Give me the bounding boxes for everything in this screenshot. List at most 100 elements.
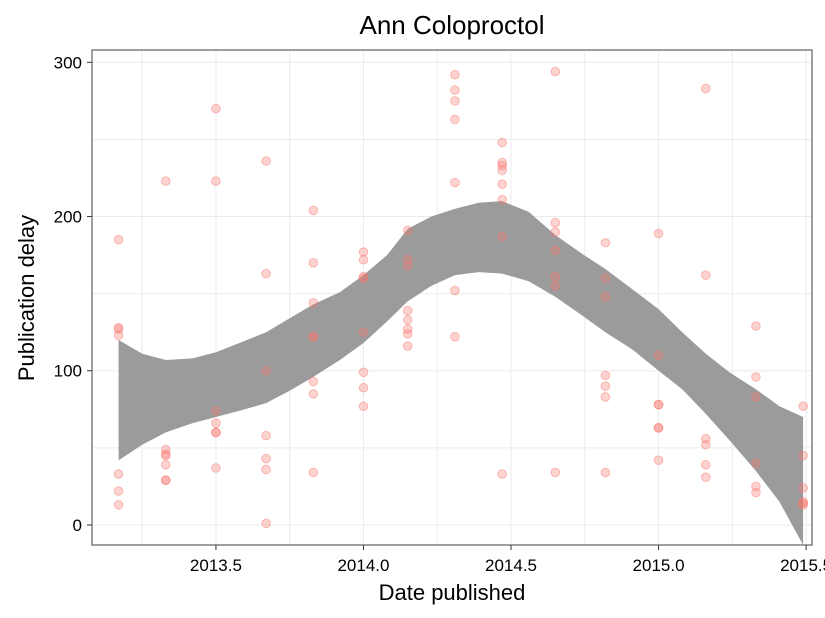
data-point — [261, 464, 271, 475]
panel-border — [91, 49, 813, 546]
data-point — [751, 481, 761, 492]
data-point — [450, 114, 460, 125]
data-point — [600, 370, 611, 381]
data-point — [160, 460, 171, 470]
data-point — [798, 500, 808, 510]
data-point — [497, 157, 507, 168]
data-point — [261, 268, 271, 279]
chart-title: Ann Coloproctol — [360, 10, 545, 40]
data-point — [113, 322, 124, 333]
data-point — [497, 179, 507, 189]
y-tick-label: 100 — [54, 362, 82, 381]
data-point — [600, 273, 611, 284]
data-point — [600, 237, 611, 248]
data-point — [261, 365, 271, 376]
data-point — [653, 399, 664, 410]
data-point — [550, 227, 561, 237]
data-point — [308, 376, 319, 387]
data-point — [261, 430, 271, 441]
data-point — [450, 177, 460, 188]
data-point — [450, 285, 460, 296]
data-point — [653, 228, 664, 239]
data-point — [751, 392, 761, 402]
data-point — [211, 427, 221, 438]
data-point — [751, 458, 761, 469]
data-point — [308, 205, 319, 216]
data-point — [700, 433, 711, 444]
data-point — [653, 455, 664, 465]
data-point — [261, 453, 271, 464]
data-point — [497, 194, 507, 205]
data-point — [653, 399, 664, 410]
data-point — [550, 245, 561, 256]
data-point — [211, 176, 221, 186]
x-tick-label: 2013.5 — [190, 556, 242, 575]
data-point — [211, 103, 221, 114]
data-point — [700, 270, 711, 280]
data-point — [358, 401, 369, 412]
data-point — [653, 423, 664, 433]
data-point — [550, 217, 561, 228]
data-point — [358, 247, 369, 257]
data-point — [308, 258, 319, 268]
data-point — [160, 475, 171, 486]
ticks-layer: 2013.5 2014.0 2014.5 2015.0 2015.5 0 100 200 300 — [54, 53, 825, 575]
data-point — [653, 350, 664, 361]
data-point — [113, 500, 124, 510]
data-point — [308, 298, 319, 308]
data-point — [160, 176, 171, 186]
data-point — [798, 450, 808, 461]
data-point — [450, 332, 460, 342]
data-point — [450, 85, 460, 95]
x-tick-label: 2015.5 — [780, 556, 825, 575]
data-point — [113, 234, 124, 245]
data-point — [450, 96, 460, 106]
data-point — [358, 382, 369, 393]
x-tick-label: 2014.5 — [485, 556, 537, 575]
data-point — [160, 450, 171, 461]
data-point — [751, 321, 761, 331]
data-point — [261, 518, 271, 529]
y-tick-label: 300 — [54, 53, 82, 72]
data-point — [308, 467, 319, 478]
data-point — [497, 165, 507, 176]
data-point — [497, 137, 507, 148]
data-point — [211, 418, 221, 428]
data-point — [550, 281, 561, 291]
data-point — [497, 469, 507, 479]
data-point — [600, 381, 611, 391]
data-point — [798, 401, 808, 412]
data-point — [402, 324, 413, 334]
data-point — [211, 463, 221, 473]
data-point — [497, 231, 507, 242]
data-point — [113, 330, 124, 341]
data-point — [798, 483, 808, 493]
data-point — [600, 392, 611, 402]
data-point — [358, 273, 369, 284]
data-point — [402, 225, 413, 236]
data-point — [700, 472, 711, 482]
data-point — [308, 332, 319, 342]
data-point — [113, 469, 124, 479]
data-point — [402, 305, 413, 316]
data-point — [308, 389, 319, 399]
data-point — [113, 324, 124, 334]
x-tick-label: 2015.0 — [633, 556, 685, 575]
grid-layer — [92, 50, 812, 545]
data-point — [358, 254, 369, 265]
data-point — [358, 327, 369, 337]
data-point — [261, 156, 271, 166]
data-point — [550, 271, 561, 282]
data-point — [402, 261, 413, 271]
x-axis-title: Date published — [379, 580, 526, 605]
data-point — [600, 467, 611, 478]
data-point — [402, 341, 413, 351]
data-point — [497, 160, 507, 171]
data-point — [798, 498, 808, 509]
points-layer — [113, 66, 808, 529]
data-point — [653, 423, 664, 433]
y-tick-label: 200 — [54, 208, 82, 227]
data-point — [402, 328, 413, 339]
data-point — [450, 69, 460, 80]
data-point — [160, 475, 171, 486]
